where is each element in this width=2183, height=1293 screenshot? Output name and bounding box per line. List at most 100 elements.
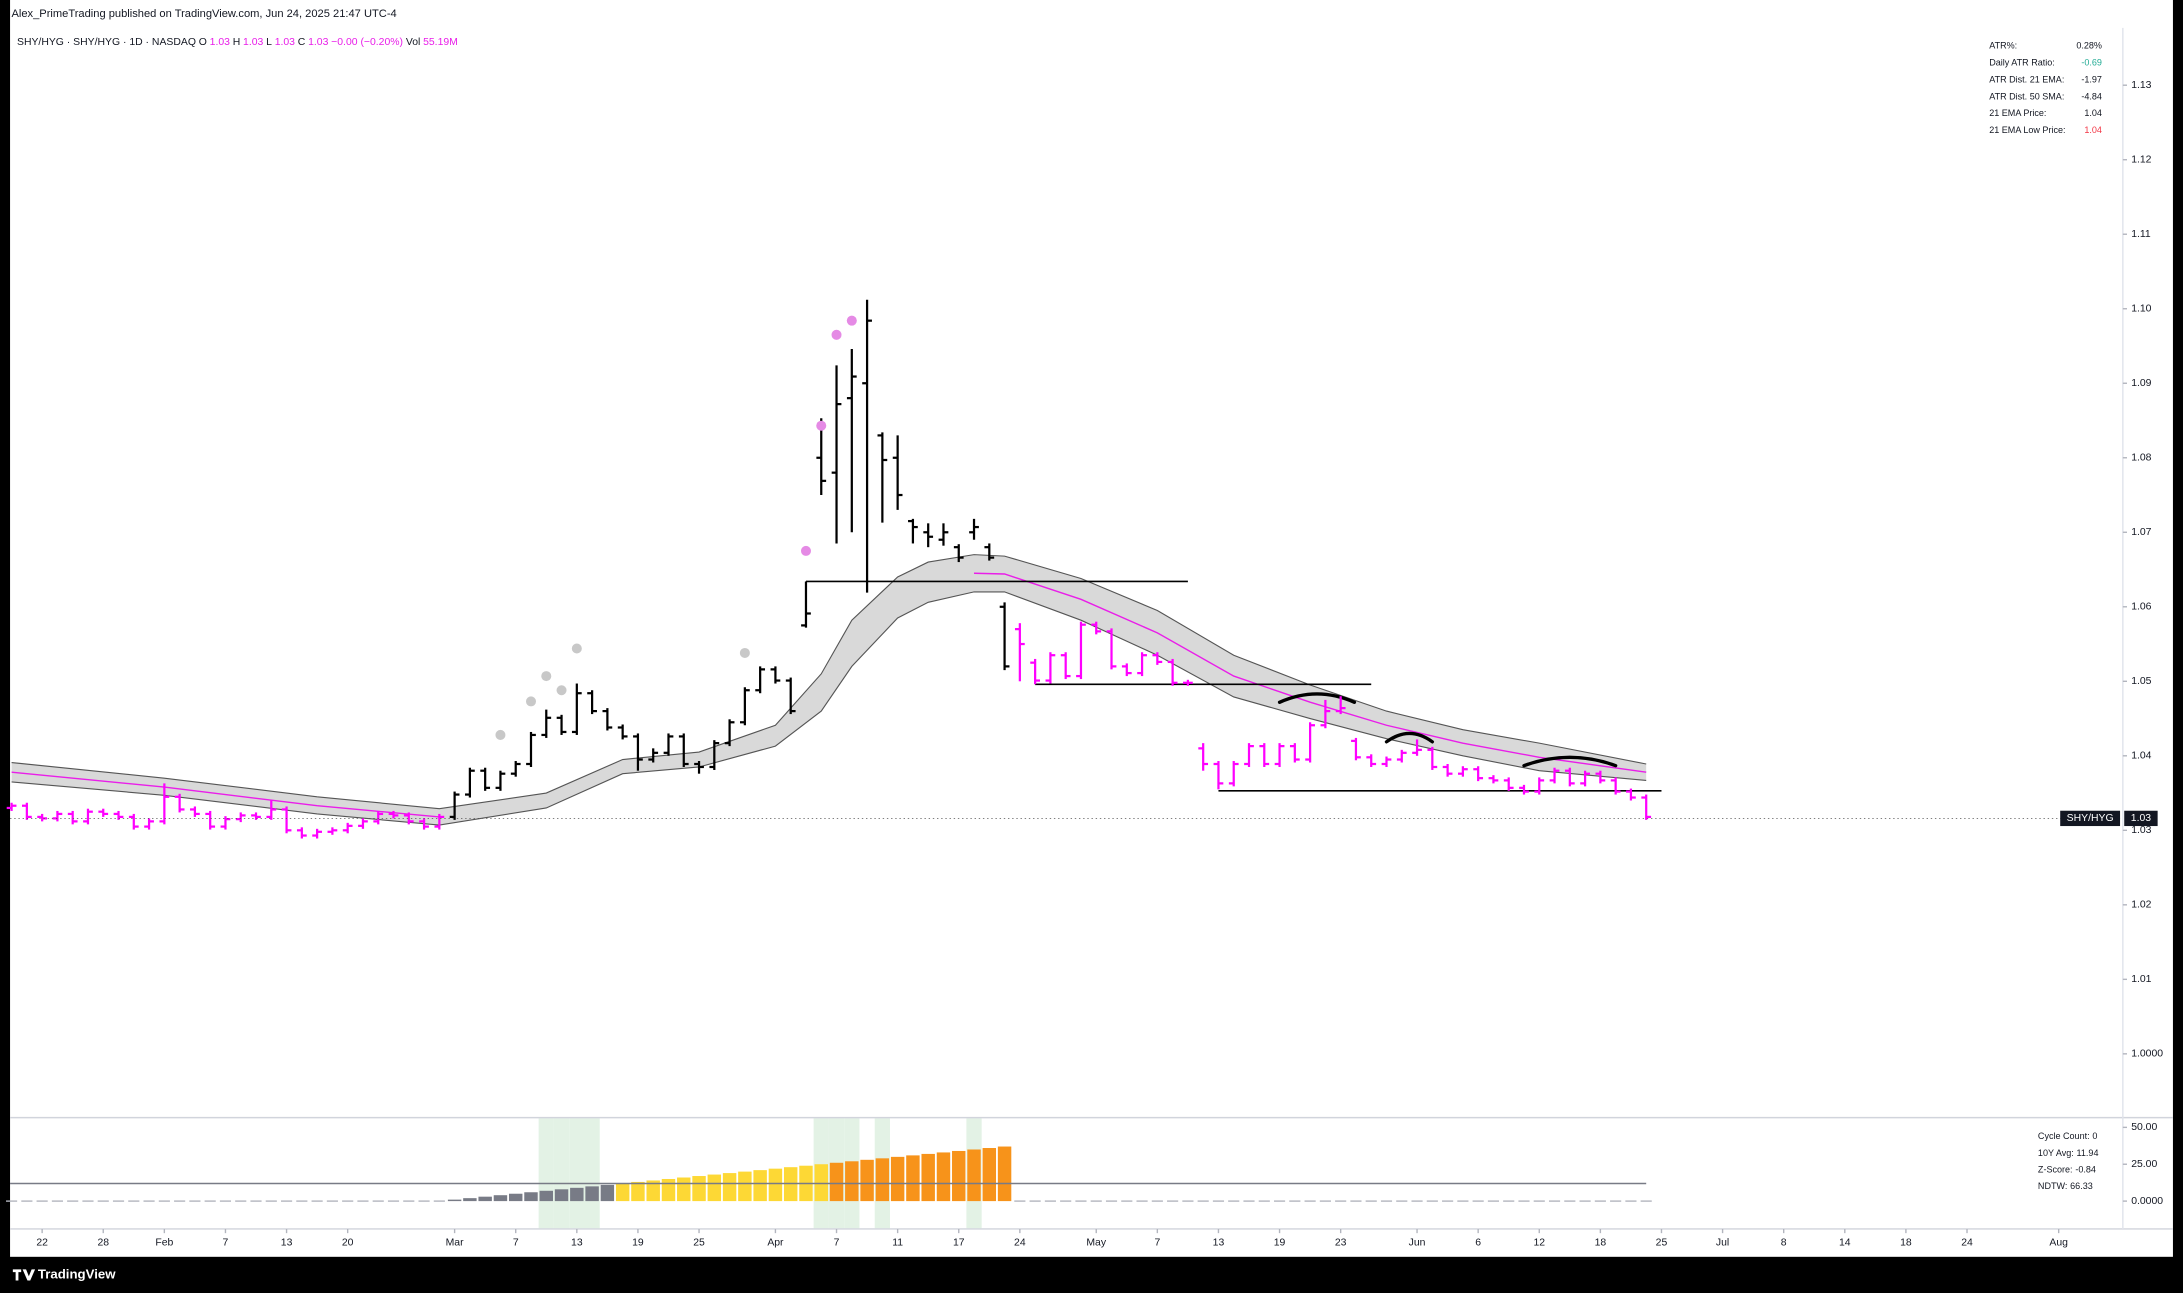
y2-tick-label: 0.0000 [2131, 1196, 2163, 1207]
stat-label: ATR Dist. 21 EMA: [1989, 74, 2064, 84]
hist-bar [1487, 1200, 1500, 1202]
signal-dot [571, 643, 582, 654]
hist-bar [1564, 1200, 1576, 1202]
hist-bar [433, 1200, 445, 1202]
hist-bar [128, 1200, 140, 1202]
legend-part: 55.19M [423, 37, 458, 48]
hist-bar [372, 1200, 384, 1202]
x-tick-label: May [1086, 1238, 1106, 1249]
highlight [553, 1118, 570, 1229]
hist-bar [1533, 1200, 1545, 1202]
hist-bar [1365, 1200, 1377, 1202]
hist-bar [250, 1200, 262, 1202]
hist-bar [1090, 1200, 1102, 1202]
logo [12, 1269, 36, 1281]
hist-bar [722, 1173, 737, 1202]
x-tick-label: Aug [2049, 1238, 2068, 1249]
hist-bar [67, 1200, 79, 1202]
hist-bar [615, 1183, 630, 1202]
price-badge-label: 1.03 [2131, 813, 2151, 824]
x-tick-label: 19 [632, 1238, 644, 1249]
hist-bar [6, 1200, 18, 1202]
x-tick-label: Jul [1716, 1238, 1729, 1249]
signal-dot [800, 545, 811, 556]
highlight [584, 1118, 600, 1229]
hist-bar [311, 1200, 323, 1202]
hist-bar [1167, 1200, 1179, 1202]
highlight [538, 1118, 554, 1229]
stat-label: 21 EMA Low Price: [1989, 125, 2065, 135]
arc [1277, 692, 1357, 704]
hist-bar [1289, 1200, 1301, 1202]
x-tick-label: 6 [1475, 1238, 1481, 1249]
y-tick-label: 1.05 [2131, 676, 2151, 687]
footer: TradingView [12, 1266, 116, 1281]
legend-part: 1.03 [210, 37, 230, 48]
y-tick-label: 1.07 [2131, 527, 2151, 538]
x-tick-label: 18 [1595, 1238, 1607, 1249]
y-tick-label: 1.10 [2131, 303, 2151, 314]
hist-bar [21, 1200, 33, 1202]
hist-bar [860, 1159, 874, 1202]
y-tick-label: 1.02 [2131, 900, 2151, 911]
hist-bar [1029, 1200, 1041, 1202]
hist-bar [997, 1146, 1012, 1202]
hist-bar [1335, 1200, 1347, 1202]
hist-bar [1640, 1200, 1652, 1202]
x-tick-label: 7 [223, 1238, 229, 1249]
hist-bar [235, 1200, 247, 1202]
legend-part: 1.03 [308, 37, 328, 48]
hist-bar [982, 1148, 997, 1202]
stat-label: Daily ATR Ratio: [1989, 57, 2055, 67]
hist-bar [1380, 1200, 1393, 1202]
hist-bar [768, 1168, 783, 1202]
cycle-stat: 10Y Avg: 11.94 [2038, 1148, 2099, 1158]
hist-bar [1594, 1200, 1606, 1202]
hist-bar [1075, 1200, 1087, 1202]
signal-dot [541, 671, 552, 682]
cycle-stat-value: 11.94 [2077, 1148, 2099, 1158]
x-tick-label: 19 [1274, 1238, 1286, 1249]
hist-bar [51, 1200, 63, 1202]
hist-bar [692, 1176, 706, 1202]
hist-bar [1273, 1200, 1286, 1202]
y-tick-label: 1.04 [2131, 751, 2151, 762]
signal-dot [495, 729, 506, 740]
hist-bar [585, 1186, 599, 1202]
cycle-stat: Z-Score: -0.84 [2038, 1165, 2096, 1175]
hist-bar [204, 1200, 216, 1202]
stat-value: -0.69 [2081, 57, 2102, 67]
hist-bar [554, 1189, 569, 1202]
x-tick-label: Feb [155, 1238, 173, 1249]
x-tick-label: 25 [693, 1238, 705, 1249]
y-tick-label: 1.0000 [2131, 1049, 2163, 1060]
hist-bar [493, 1195, 508, 1202]
x-tick-label: 7 [513, 1238, 519, 1249]
stat-label: ATR%: [1989, 40, 2017, 50]
x-tick-label: 14 [1839, 1238, 1851, 1249]
hist-bar [952, 1150, 966, 1202]
hist-bar [219, 1200, 232, 1202]
hist-bar [1457, 1200, 1469, 1202]
hist-bar [1243, 1200, 1255, 1202]
x-tick-label: 7 [1154, 1238, 1160, 1249]
hist-bar [326, 1200, 338, 1202]
hist-bar [1396, 1200, 1408, 1202]
legend: SHY/HYG · SHY/HYG · 1D · NASDAQ O 1.03 H 1.0… [17, 37, 458, 48]
y-tick-label: 1.06 [2131, 602, 2151, 613]
cycle-stat-label: Z-Score: [2038, 1165, 2073, 1175]
brand: TradingView [38, 1266, 116, 1281]
x-tick-label: Mar [446, 1238, 464, 1249]
hist-bar [539, 1190, 553, 1202]
hist-bar [387, 1200, 400, 1202]
x-tick-label: 22 [36, 1238, 48, 1249]
hist-bar [890, 1156, 905, 1202]
y2-tick-label: 50.00 [2131, 1122, 2157, 1133]
legend-part: C [298, 37, 306, 48]
hist-bar [1228, 1200, 1240, 1202]
hist-bar [1136, 1200, 1148, 1202]
hist-bar [1182, 1200, 1194, 1202]
stat-value: -1.97 [2081, 74, 2102, 84]
hist-bar [936, 1152, 951, 1202]
